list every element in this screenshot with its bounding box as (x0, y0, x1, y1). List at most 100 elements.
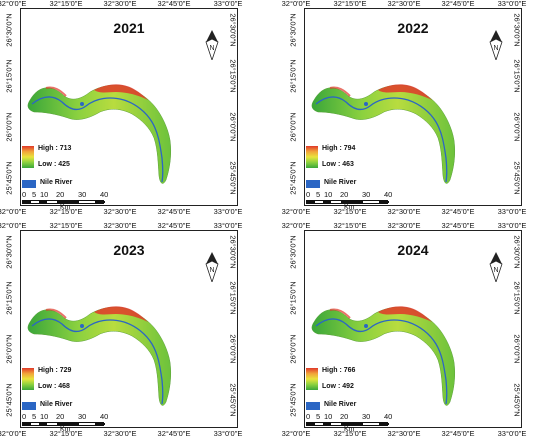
nile-river-label: Nile River (40, 179, 73, 186)
scale-bar (22, 422, 105, 426)
lon-tick-label: 33°0'0"E (497, 221, 527, 230)
high-values-band (378, 306, 432, 322)
scale-bar-segment (307, 201, 315, 203)
legend-low-value: Low : 425 (38, 161, 70, 168)
scale-bar-segment (341, 423, 363, 425)
north-arrow-icon: N (205, 30, 219, 65)
lon-tick-label: 32°30'0"E (387, 0, 421, 8)
value-color-ramp (306, 368, 318, 390)
lon-tick-label: 33°0'0"E (213, 429, 243, 438)
map-panel-2021: 2021 32°0'0"E 32°0'0"E 32°15'0"E 32°15'0"E 32… (0, 0, 265, 216)
scale-number: 30 (362, 412, 371, 421)
nile-river-line (31, 318, 164, 405)
scale-bar-segment (379, 201, 389, 203)
high-values-edge (45, 308, 67, 319)
scale-number: 5 (32, 190, 37, 199)
scale-number: 5 (316, 412, 321, 421)
scale-unit: Km (60, 204, 71, 211)
scale-number: 20 (56, 190, 65, 199)
value-color-ramp (306, 146, 318, 168)
scale-bar-segment (23, 201, 31, 203)
lon-tick-label: 32°15'0"E (333, 221, 367, 230)
scale-number: 10 (324, 412, 333, 421)
scale-number: 40 (100, 412, 109, 421)
scale-bar-segment (95, 423, 105, 425)
scale-number: 30 (78, 412, 87, 421)
lon-tick-label: 32°45'0"E (441, 207, 475, 216)
value-color-ramp (22, 146, 34, 168)
lon-tick-label: 32°15'0"E (49, 0, 83, 8)
scale-bar-segment (57, 201, 79, 203)
scale-number: 0 (306, 190, 311, 199)
north-arrow-icon: N (205, 252, 219, 287)
map-panel-2023: 2023 32°0'0"E 32°0'0"E 32°15'0"E 32°15'0"E 32… (0, 221, 265, 438)
year-title: 2022 (397, 20, 429, 36)
high-values-band (94, 84, 148, 100)
high-values-edge (329, 86, 351, 97)
scale-number: 10 (40, 190, 49, 199)
nile-river-swatch (22, 402, 36, 410)
nile-river-line (315, 96, 448, 183)
scale-number: 0 (22, 412, 27, 421)
lon-tick-label: 33°0'0"E (497, 429, 527, 438)
legend-low-value: Low : 468 (38, 383, 70, 390)
scale-number: 30 (78, 190, 87, 199)
lon-tick-label: 32°30'0"E (387, 221, 421, 230)
scale-unit: Km (60, 426, 71, 433)
svg-text:N: N (209, 267, 214, 274)
valley-area (311, 306, 456, 406)
lon-tick-label: 32°15'0"E (333, 207, 367, 216)
lon-tick-label: 32°0'0"E (0, 0, 27, 8)
nile-river-swatch (22, 180, 36, 188)
svg-text:N: N (209, 45, 214, 52)
lon-tick-label: 33°0'0"E (497, 207, 527, 216)
scale-bar-segment (379, 423, 389, 425)
scale-bar-segment (23, 423, 31, 425)
nile-river-line (31, 96, 164, 183)
scale-bar (22, 200, 105, 204)
scale-number: 5 (316, 190, 321, 199)
lon-tick-label: 32°45'0"E (157, 429, 191, 438)
lon-tick-label: 32°0'0"E (281, 0, 311, 8)
scale-bar-segment (95, 201, 105, 203)
lon-tick-label: 32°0'0"E (0, 221, 27, 230)
lon-tick-label: 32°45'0"E (441, 221, 475, 230)
high-values-band (378, 84, 432, 100)
lon-tick-label: 32°30'0"E (103, 207, 137, 216)
valley-area (27, 306, 172, 406)
scale-number: 20 (340, 190, 349, 199)
scale-bar-segment (341, 201, 363, 203)
study-area-map (27, 84, 172, 184)
lon-tick-label: 33°0'0"E (213, 0, 243, 8)
scale-number: 40 (100, 190, 109, 199)
nile-river-label: Nile River (324, 401, 357, 408)
nile-river-line (315, 318, 448, 405)
lon-tick-label: 32°0'0"E (281, 221, 311, 230)
legend-high-value: High : 713 (38, 145, 72, 152)
scale-bar-segment (39, 423, 47, 425)
nile-river-swatch (306, 180, 320, 188)
svg-text:N: N (493, 45, 498, 52)
lon-tick-label: 32°15'0"E (333, 0, 367, 8)
scale-number: 40 (384, 412, 393, 421)
lon-tick-label: 32°30'0"E (103, 429, 137, 438)
legend-low-value: Low : 463 (322, 161, 354, 168)
lon-tick-label: 32°45'0"E (157, 207, 191, 216)
lon-tick-label: 32°45'0"E (157, 0, 191, 8)
lon-tick-label: 32°45'0"E (441, 429, 475, 438)
valley-area (311, 84, 456, 184)
valley-area (27, 84, 172, 184)
scale-bar (306, 200, 389, 204)
nile-river-label: Nile River (324, 179, 357, 186)
high-values-band (94, 306, 148, 322)
year-title: 2023 (113, 242, 145, 258)
scale-unit: Km (344, 426, 355, 433)
scale-number: 0 (306, 412, 311, 421)
scale-number: 5 (32, 412, 37, 421)
high-values-edge (45, 86, 67, 97)
lon-tick-label: 32°45'0"E (441, 0, 475, 8)
north-arrow-icon: N (489, 252, 503, 287)
scale-number: 0 (22, 190, 27, 199)
lon-tick-label: 32°15'0"E (49, 429, 83, 438)
lon-tick-label: 32°30'0"E (103, 221, 137, 230)
